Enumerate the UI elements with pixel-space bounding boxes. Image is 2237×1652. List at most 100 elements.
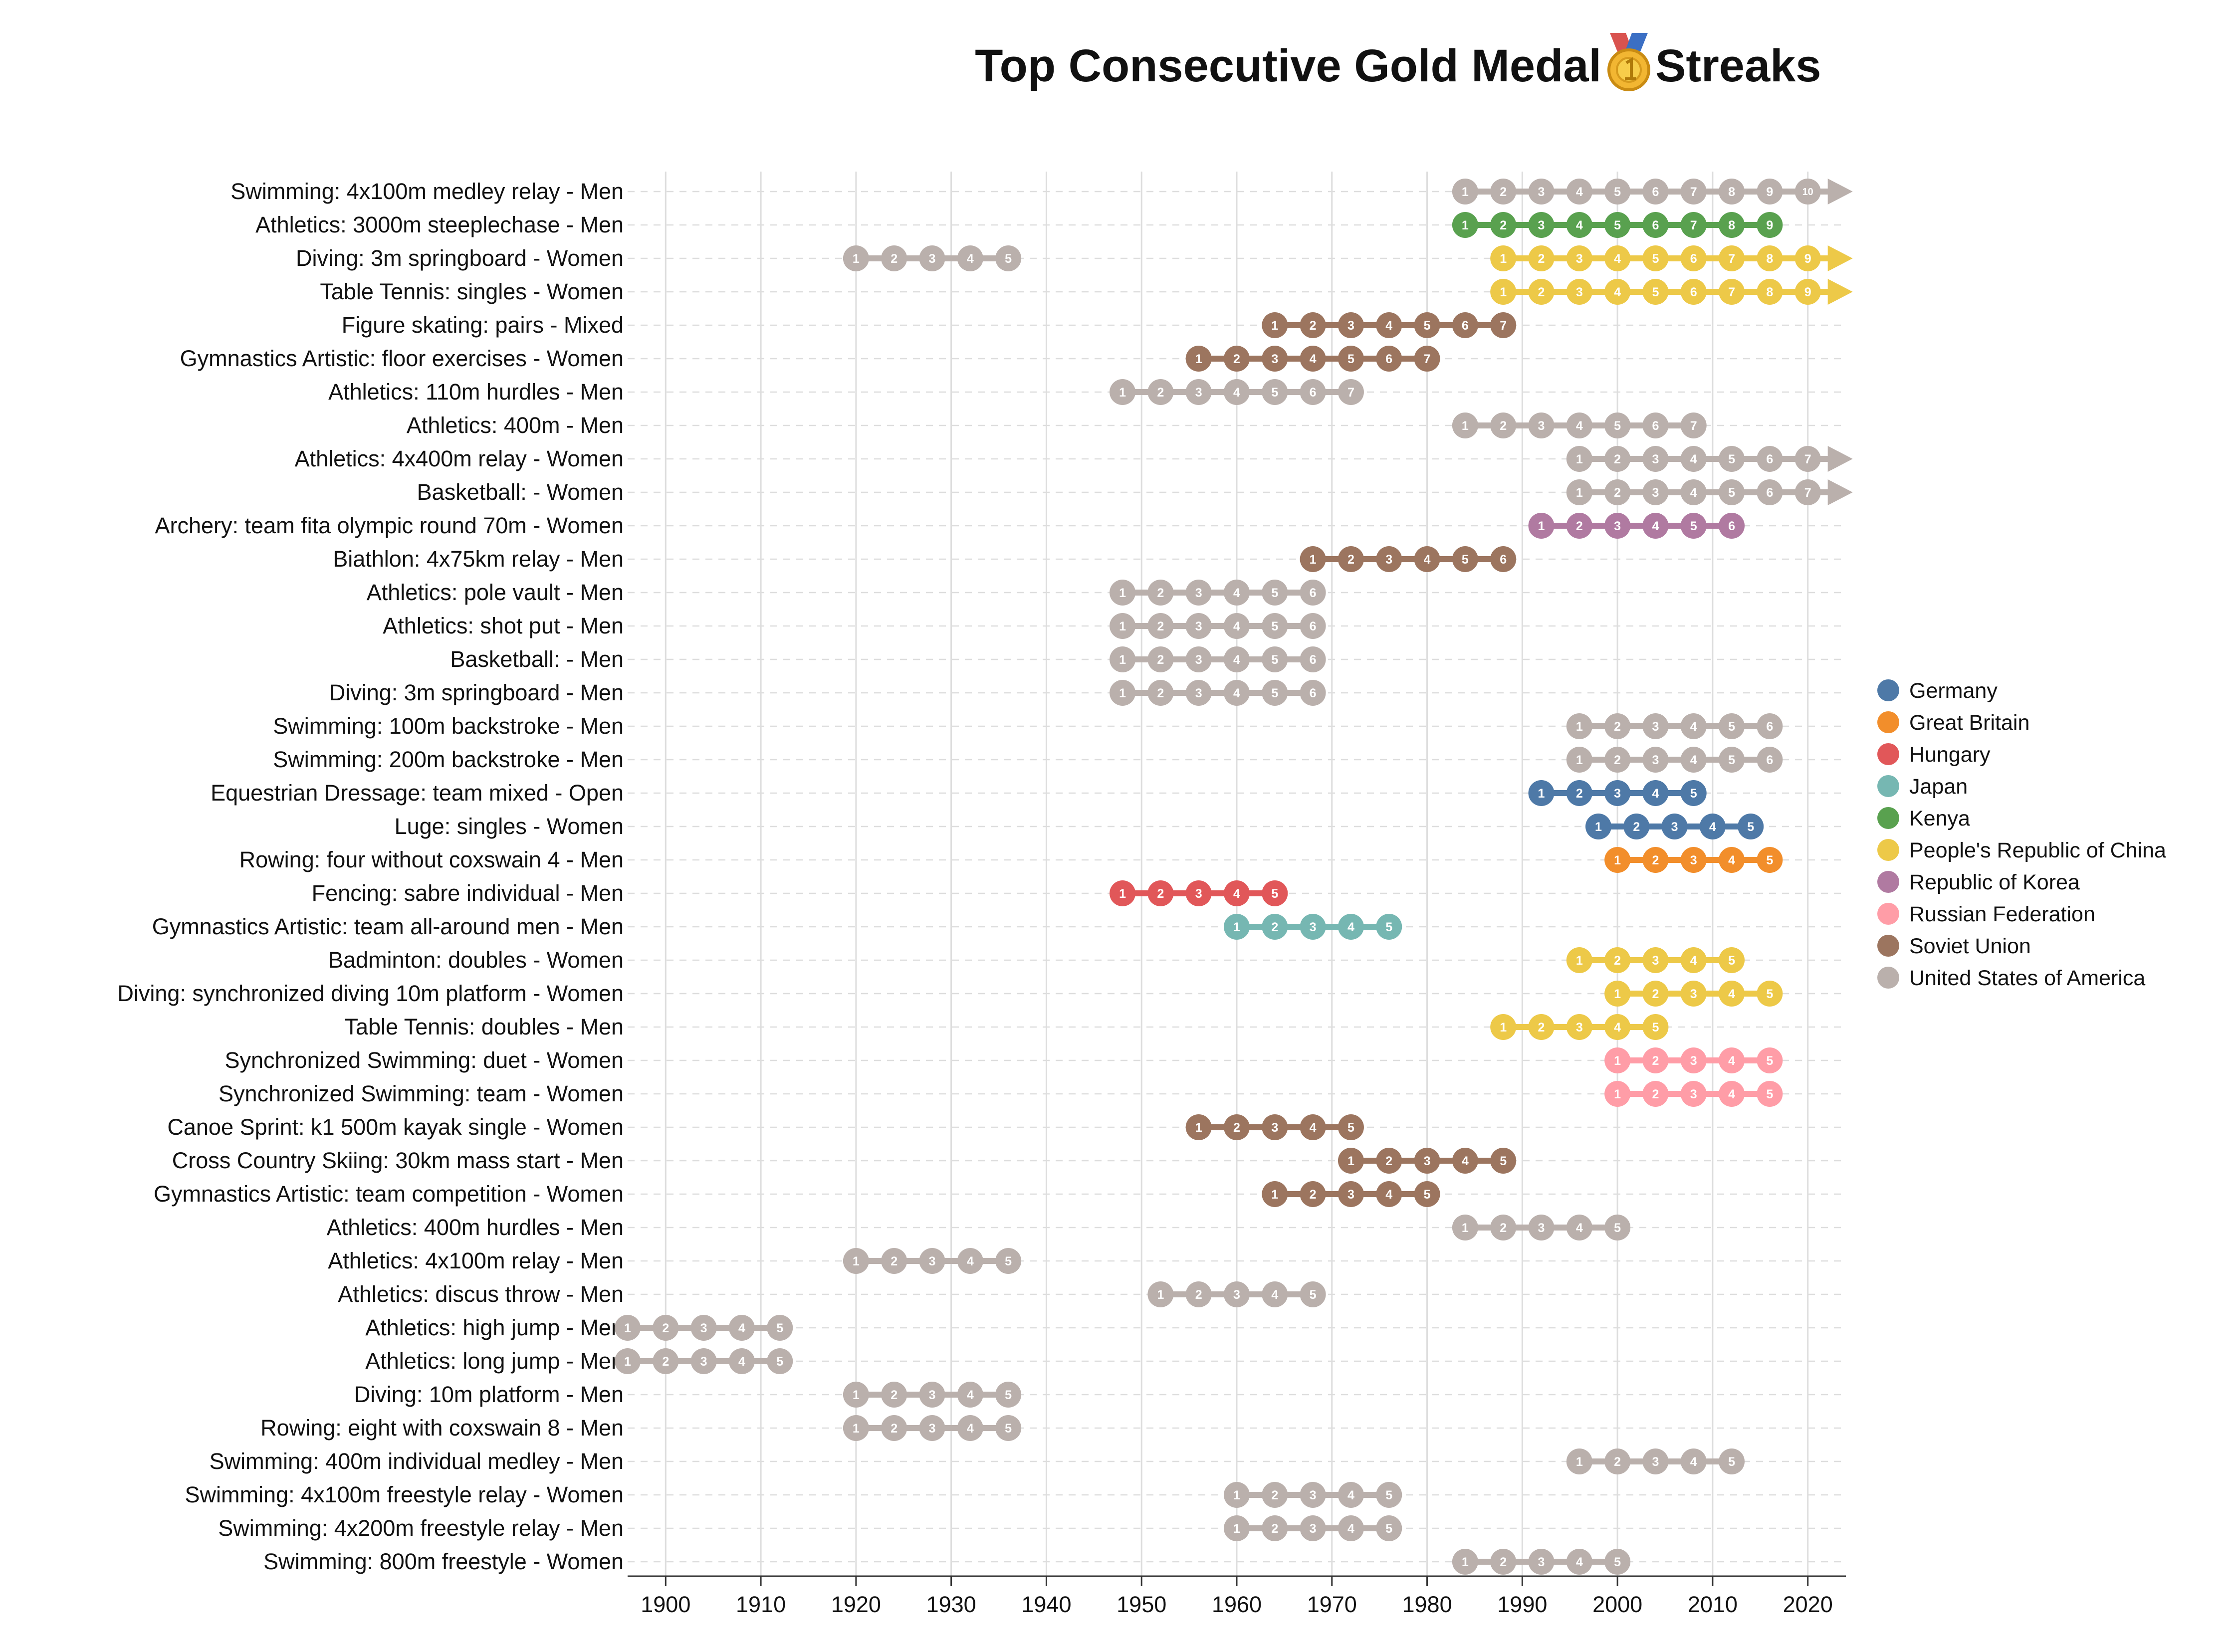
streak-dot [1566,1549,1592,1575]
streak-dot-number: 5 [1652,285,1659,299]
streak-dot-number: 1 [1195,1121,1202,1135]
streak-dot [1224,1114,1250,1140]
streak-dot-number: 2 [1633,820,1640,834]
streak-dot-number: 2 [1157,620,1164,633]
streak: 1 2 3 4 5 6 7 [1185,346,1440,372]
streak-dot-number: 3 [1424,1154,1431,1168]
ongoing-arrow [1827,179,1853,205]
streak-dot-number: 5 [1766,987,1773,1001]
row-label: Diving: 3m springboard - Women [296,245,624,271]
streak-dot [919,245,945,271]
streak-dot [1604,513,1631,539]
streak-dot-number: 7 [1728,285,1735,299]
streak-dot [1661,814,1688,839]
streak-dot [1376,914,1402,940]
streak-dot [1376,312,1402,338]
row-label: Biathlon: 4x75km relay - Men [333,546,624,572]
streak-dot-number: 4 [1462,1154,1469,1168]
streak-dot [1680,479,1707,505]
streak-dot-number: 9 [1766,185,1773,199]
legend-swatch [1877,775,1899,797]
streak-dot [1680,780,1707,806]
streak-dot [1604,446,1631,472]
streak-dot [1566,513,1592,539]
streak: 1 2 3 4 5 [1338,1148,1517,1174]
row-label: Rowing: four without coxswain 4 - Men [239,847,624,872]
streak-dot-number: 6 [1766,486,1773,500]
streak-dot [1566,1215,1592,1240]
streak-dot-number: 2 [1538,285,1545,299]
streak-dot-number: 3 [1310,1522,1317,1536]
streak-dot-number: 5 [1614,1221,1621,1235]
streak-dot [1566,713,1592,739]
streak-dot [1528,413,1555,438]
streak-dot [1604,981,1631,1007]
streak-dot-number: 5 [1728,452,1735,466]
streak-dot [1376,1148,1402,1174]
streak-dot [1224,1515,1250,1541]
row-label: Swimming: 200m backstroke - Men [273,747,624,772]
streak-dot-number: 1 [1347,1154,1354,1168]
streak-dot-number: 2 [1157,686,1164,700]
streak-dot [1262,1181,1288,1207]
streak-dot [1642,179,1669,205]
streak-dot [1224,1482,1250,1508]
streak-dot [1300,1181,1326,1207]
streak-dot-number: 4 [1728,987,1735,1001]
x-tick-label: 1930 [926,1592,976,1617]
streak-dot [1452,312,1478,338]
streak-dot [1262,613,1288,639]
streak-dot [1185,1114,1212,1140]
streak-dot-number: 4 [1709,820,1716,834]
streak-dot-number: 3 [1310,920,1317,934]
streak: 1 2 3 4 5 6 [1566,713,1783,739]
ongoing-arrow [1827,479,1853,505]
streak-dot-number: 5 [1652,252,1659,266]
streak-dot-number: 1 [1119,653,1126,667]
chart-title-group: Top Consecutive Gold Medal Streaks [975,33,1821,91]
streak-dot [1680,413,1707,438]
streak-dot [1680,1047,1707,1073]
streak-dot [690,1348,717,1374]
streak-dot [653,1348,679,1374]
ongoing-arrow [1827,279,1853,305]
streak-dot [881,1382,907,1408]
row-label: Athletics: long jump - Men [365,1348,624,1374]
streak-dot-number: 4 [1233,686,1240,700]
streak-dot-number: 2 [1614,1455,1621,1469]
streak-dot-number: 2 [1614,452,1621,466]
streak-dot [1719,713,1745,739]
streak-dot [1452,1549,1478,1575]
streak-dot [1185,346,1212,372]
streak-dot [1338,546,1364,572]
streak-dot [995,245,1022,271]
streak-dot [1757,245,1783,271]
row-label: Swimming: 4x200m freestyle relay - Men [218,1515,624,1541]
streak-dot-number: 1 [1500,1021,1507,1034]
streak-dot-number: 2 [1652,987,1659,1001]
streak-dot [1376,1515,1402,1541]
streak-dot [1376,1181,1402,1207]
streak-dot-number: 3 [1652,486,1659,500]
streak-dot [1147,680,1174,706]
streak-dot-number: 5 [1766,1054,1773,1068]
streak-dot [1262,680,1288,706]
streak-dot-number: 5 [1766,853,1773,867]
streak-dot [1452,1148,1478,1174]
streak: 1 2 3 4 5 [1147,1281,1326,1307]
legend-swatch [1877,807,1899,829]
row-label: Swimming: 4x100m freestyle relay - Women [185,1482,624,1507]
legend-label: Germany [1909,679,1998,703]
streak-dot [1757,713,1783,739]
streak-dot [1376,1482,1402,1508]
streak-dot [1147,580,1174,606]
streak-dot-number: 1 [1462,185,1469,199]
streak-dot [1642,479,1669,505]
streak: 1 2 3 4 5 [1604,1081,1783,1107]
streak-dot-number: 1 [1157,1288,1164,1302]
streak-dot-number: 4 [1690,452,1697,466]
streak-dot-number: 7 [1690,218,1697,232]
streak-dot-number: 4 [967,1422,974,1436]
streak-dot-number: 3 [700,1321,707,1335]
